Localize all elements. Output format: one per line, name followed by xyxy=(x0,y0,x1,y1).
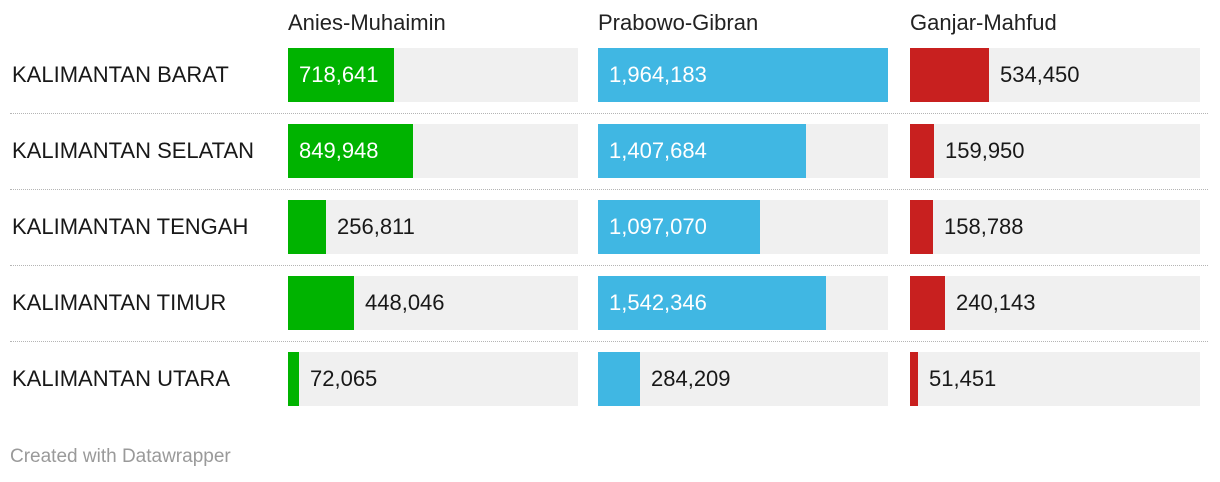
credit-footer: Created with Datawrapper xyxy=(10,446,231,467)
value-label: 1,407,684 xyxy=(609,138,707,163)
bar-track: 1,097,070 xyxy=(598,200,888,254)
value-label: 534,450 xyxy=(1000,62,1080,87)
value-label: 718,641 xyxy=(299,62,379,87)
value-label: 1,097,070 xyxy=(609,214,707,239)
bar xyxy=(288,200,326,254)
value-label: 849,948 xyxy=(299,138,379,163)
value-label: 159,950 xyxy=(945,138,1025,163)
row-divider xyxy=(10,113,1208,114)
bar xyxy=(598,124,806,178)
value-label: 51,451 xyxy=(929,366,997,391)
value-label: 284,209 xyxy=(651,366,731,391)
bar-track: 51,451 xyxy=(910,352,1200,406)
bar-track: 1,964,183 xyxy=(598,48,888,102)
column-header-3: Ganjar-Mahfud xyxy=(910,10,1057,35)
bar-track: 159,950 xyxy=(910,124,1200,178)
bar-track: 1,407,684 xyxy=(598,124,888,178)
bar xyxy=(910,48,989,102)
row-divider xyxy=(10,189,1208,190)
value-label: 240,143 xyxy=(956,290,1036,315)
value-label: 1,964,183 xyxy=(609,62,707,87)
bar xyxy=(288,48,394,102)
row-label: KALIMANTAN TIMUR xyxy=(12,290,227,315)
bar xyxy=(910,124,934,178)
bar-track: 849,948 xyxy=(288,124,578,178)
value-label: 1,542,346 xyxy=(609,290,707,315)
bar xyxy=(910,276,945,330)
row-label: KALIMANTAN UTARA xyxy=(12,366,230,391)
bar xyxy=(598,200,760,254)
bar xyxy=(288,124,413,178)
bar xyxy=(910,352,918,406)
row-divider xyxy=(10,265,1208,266)
bar xyxy=(598,48,888,102)
bar-track: 1,542,346 xyxy=(598,276,888,330)
row-label: KALIMANTAN TENGAH xyxy=(12,214,249,239)
value-label: 448,046 xyxy=(365,290,445,315)
row-label: KALIMANTAN SELATAN xyxy=(12,138,255,163)
bar-track: 240,143 xyxy=(910,276,1200,330)
value-label: 72,065 xyxy=(310,366,378,391)
value-label: 158,788 xyxy=(944,214,1024,239)
bar xyxy=(288,352,299,406)
column-header-1: Anies-Muhaimin xyxy=(288,10,446,35)
bar-track: 448,046 xyxy=(288,276,578,330)
bar-track: 158,788 xyxy=(910,200,1200,254)
bar-track: 284,209 xyxy=(598,352,888,406)
bar-track: 256,811 xyxy=(288,200,578,254)
row-divider xyxy=(10,341,1208,342)
column-header-2: Prabowo-Gibran xyxy=(598,10,759,35)
row-label: KALIMANTAN BARAT xyxy=(12,62,229,87)
bar-track: 718,641 xyxy=(288,48,578,102)
bar xyxy=(288,276,354,330)
bar-track: 534,450 xyxy=(910,48,1200,102)
bar xyxy=(598,276,826,330)
bar xyxy=(598,352,640,406)
bar-track: 72,065 xyxy=(288,352,578,406)
value-label: 256,811 xyxy=(337,214,415,239)
bar xyxy=(910,200,933,254)
